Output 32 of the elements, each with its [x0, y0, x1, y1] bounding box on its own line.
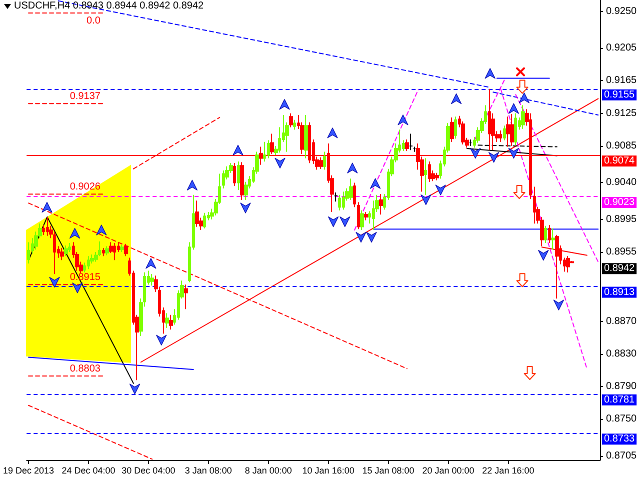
y-tick-label: 0.8790: [606, 381, 638, 392]
text: 0.8942: [604, 263, 636, 274]
y-tick-label: 0.9040: [606, 177, 638, 188]
y-tick-label: 0.9125: [606, 108, 638, 119]
x-tick-label: 3 Jan 08:00: [184, 466, 232, 476]
y-tick-label: 0.9165: [606, 75, 638, 86]
x-tick-label: 22 Jan 16:00: [482, 466, 534, 476]
y-tick-label: 0.8705: [606, 450, 638, 462]
x-tick-label: 30 Dec 04:00: [122, 466, 176, 476]
x-tick-label: 10 Jan 16:00: [302, 466, 354, 476]
y-tick-label: 0.8995: [606, 214, 638, 225]
y-tick-label: 0.9205: [606, 42, 638, 54]
ref-line-label: 0.8913: [604, 286, 636, 298]
x-tick-label: 19 Dec 2013: [2, 466, 54, 476]
y-tick-label: 0.8830: [606, 348, 638, 360]
y-tick-label: 0.8870: [606, 316, 638, 327]
ref-line-label: 0.8733: [604, 434, 636, 445]
ref-line-label: 0.9023: [604, 197, 636, 208]
ref-line-label: 0.8781: [604, 394, 636, 406]
series-label: 0.0: [86, 16, 101, 27]
y-tick-label: 0.9250: [606, 6, 638, 17]
series-label: 0.9137: [70, 91, 101, 102]
ref-line-label: 0.9074: [604, 155, 636, 166]
x-tick-label: 15 Jan 08:00: [362, 466, 414, 476]
y-tick-label: 0.9085: [606, 140, 638, 152]
x-tick-label: 24 Dec 04:00: [62, 466, 116, 476]
x-tick-label: 20 Jan 00:00: [422, 466, 474, 476]
y-tick-label: 0.8750: [606, 414, 638, 425]
ref-line-label: 0.9155: [604, 89, 636, 100]
x-tick-label: 8 Jan 00:00: [244, 466, 292, 476]
y-tick-label: 0.8955: [606, 246, 638, 258]
series-label: 0.8803: [70, 363, 101, 374]
